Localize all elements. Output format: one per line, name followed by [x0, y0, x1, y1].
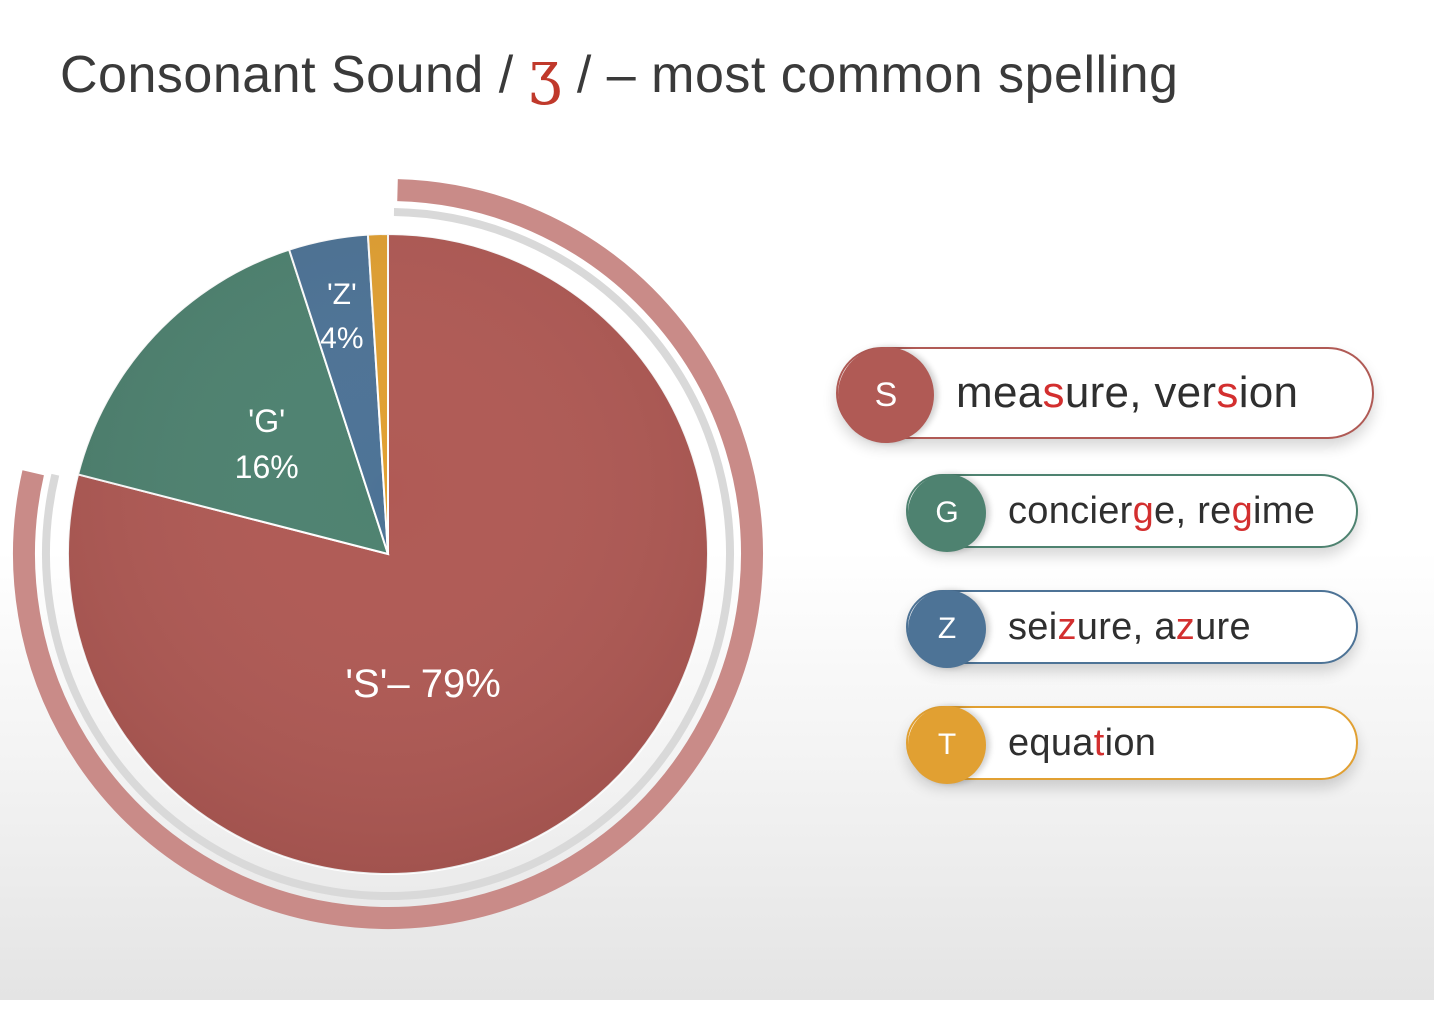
ipa-symbol: ʒ [528, 38, 562, 106]
legend-badge-t: T [908, 706, 986, 784]
slice-label-z-name: 'Z' [327, 278, 357, 311]
highlighted-letter: g [1231, 490, 1254, 532]
word-fragment: ure, a [1076, 606, 1176, 648]
legend-badge-s: S [838, 347, 934, 443]
outer-ring-gap [42, 208, 734, 900]
legend-example-words: concierge, regime [1008, 476, 1315, 546]
title-text-after: / – most common spelling [576, 46, 1179, 104]
title-text-before: Consonant Sound / [60, 46, 514, 104]
word-fragment: ure, ver [1064, 368, 1217, 417]
slice-label-g-value: 16% [235, 449, 299, 485]
highlighted-letter: z [1057, 606, 1077, 648]
highlighted-letter: z [1175, 606, 1196, 648]
slice-label-g-name: 'G' [248, 403, 285, 439]
slice-label-z-value: 4% [320, 322, 363, 355]
word-fragment: mea [956, 368, 1043, 417]
legend-badge-g: G [908, 474, 986, 552]
legend-example-words: seizure, azure [1008, 592, 1251, 662]
legend-badge-z: Z [908, 590, 986, 668]
highlighted-letter: s [1042, 368, 1065, 417]
highlighted-letter: g [1132, 490, 1155, 532]
highlighted-letter: s [1216, 368, 1239, 417]
word-fragment: ion [1238, 368, 1299, 417]
word-fragment: equa [1008, 722, 1094, 764]
word-fragment: ime [1253, 490, 1316, 532]
pie-chart: 'S'– 79% 'G' 16% 'Z' 4% [13, 179, 763, 929]
word-fragment: ure [1195, 606, 1251, 648]
word-fragment: sei [1008, 606, 1058, 648]
highlighted-letter: t [1093, 722, 1105, 764]
word-fragment: ion [1104, 722, 1157, 764]
word-fragment: e, re [1154, 490, 1232, 532]
slice-label-s: 'S'– 79% [345, 662, 500, 706]
outer-ring-highlight [13, 179, 763, 929]
chart-title: Consonant Sound / ʒ / – most common spel… [60, 38, 1178, 106]
pie-shading [68, 234, 708, 874]
word-fragment: concier [1008, 490, 1133, 532]
legend-example-words: measure, version [956, 349, 1298, 437]
legend-example-words: equation [1008, 708, 1156, 778]
